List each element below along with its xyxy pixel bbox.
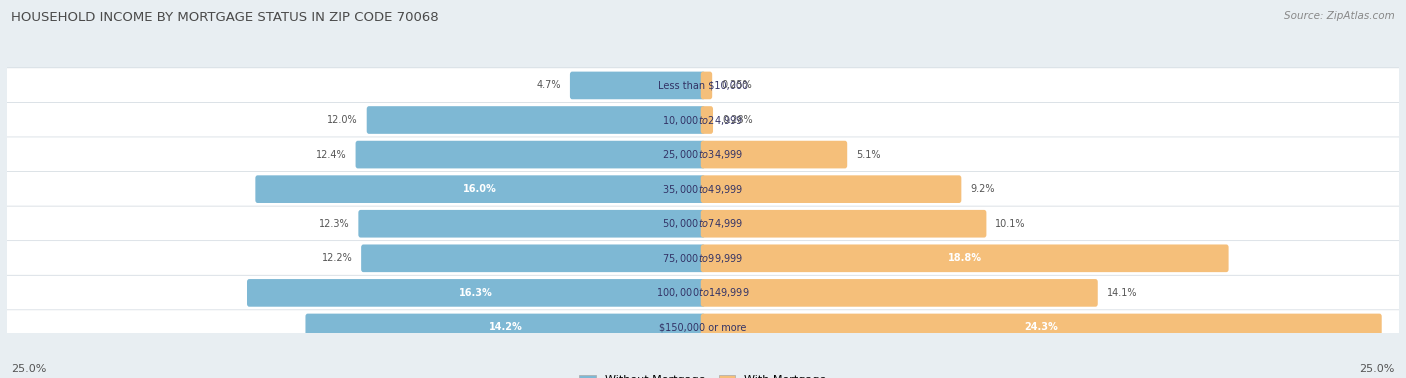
Text: 5.1%: 5.1% [856, 150, 880, 160]
Text: 14.1%: 14.1% [1107, 288, 1137, 298]
FancyBboxPatch shape [700, 314, 1382, 341]
FancyBboxPatch shape [700, 71, 713, 99]
FancyBboxPatch shape [3, 172, 1403, 207]
Text: 12.4%: 12.4% [316, 150, 347, 160]
Text: $25,000 to $34,999: $25,000 to $34,999 [662, 148, 744, 161]
FancyBboxPatch shape [3, 241, 1403, 276]
Text: $50,000 to $74,999: $50,000 to $74,999 [662, 217, 744, 230]
Text: $35,000 to $49,999: $35,000 to $49,999 [662, 183, 744, 196]
Legend: Without Mortgage, With Mortgage: Without Mortgage, With Mortgage [575, 370, 831, 378]
Text: 18.8%: 18.8% [948, 253, 981, 263]
Text: 12.2%: 12.2% [322, 253, 353, 263]
Text: Less than $10,000: Less than $10,000 [658, 81, 748, 90]
Text: 0.28%: 0.28% [721, 115, 752, 125]
Text: $100,000 to $149,999: $100,000 to $149,999 [657, 287, 749, 299]
FancyBboxPatch shape [3, 310, 1403, 345]
Text: Source: ZipAtlas.com: Source: ZipAtlas.com [1284, 11, 1395, 21]
FancyBboxPatch shape [3, 68, 1403, 103]
FancyBboxPatch shape [3, 275, 1403, 310]
FancyBboxPatch shape [305, 314, 706, 341]
FancyBboxPatch shape [569, 71, 706, 99]
FancyBboxPatch shape [700, 245, 1229, 272]
FancyBboxPatch shape [3, 137, 1403, 172]
Text: $75,000 to $99,999: $75,000 to $99,999 [662, 252, 744, 265]
FancyBboxPatch shape [700, 175, 962, 203]
FancyBboxPatch shape [700, 141, 848, 169]
FancyBboxPatch shape [359, 210, 706, 237]
Text: 0.25%: 0.25% [721, 81, 752, 90]
Text: 25.0%: 25.0% [11, 364, 46, 374]
Text: HOUSEHOLD INCOME BY MORTGAGE STATUS IN ZIP CODE 70068: HOUSEHOLD INCOME BY MORTGAGE STATUS IN Z… [11, 11, 439, 24]
FancyBboxPatch shape [3, 206, 1403, 242]
Text: $10,000 to $24,999: $10,000 to $24,999 [662, 113, 744, 127]
Text: 12.3%: 12.3% [319, 219, 350, 229]
Text: 16.0%: 16.0% [464, 184, 498, 194]
FancyBboxPatch shape [3, 102, 1403, 138]
Text: $150,000 or more: $150,000 or more [659, 322, 747, 333]
FancyBboxPatch shape [700, 279, 1098, 307]
FancyBboxPatch shape [356, 141, 706, 169]
Text: 10.1%: 10.1% [995, 219, 1026, 229]
FancyBboxPatch shape [700, 106, 713, 134]
FancyBboxPatch shape [700, 210, 987, 237]
Text: 9.2%: 9.2% [970, 184, 995, 194]
Text: 4.7%: 4.7% [537, 81, 561, 90]
Text: 16.3%: 16.3% [460, 288, 494, 298]
FancyBboxPatch shape [361, 245, 706, 272]
FancyBboxPatch shape [256, 175, 706, 203]
Text: 12.0%: 12.0% [328, 115, 357, 125]
Text: 25.0%: 25.0% [1360, 364, 1395, 374]
Text: 14.2%: 14.2% [488, 322, 522, 333]
FancyBboxPatch shape [247, 279, 706, 307]
FancyBboxPatch shape [367, 106, 706, 134]
Text: 24.3%: 24.3% [1025, 322, 1059, 333]
